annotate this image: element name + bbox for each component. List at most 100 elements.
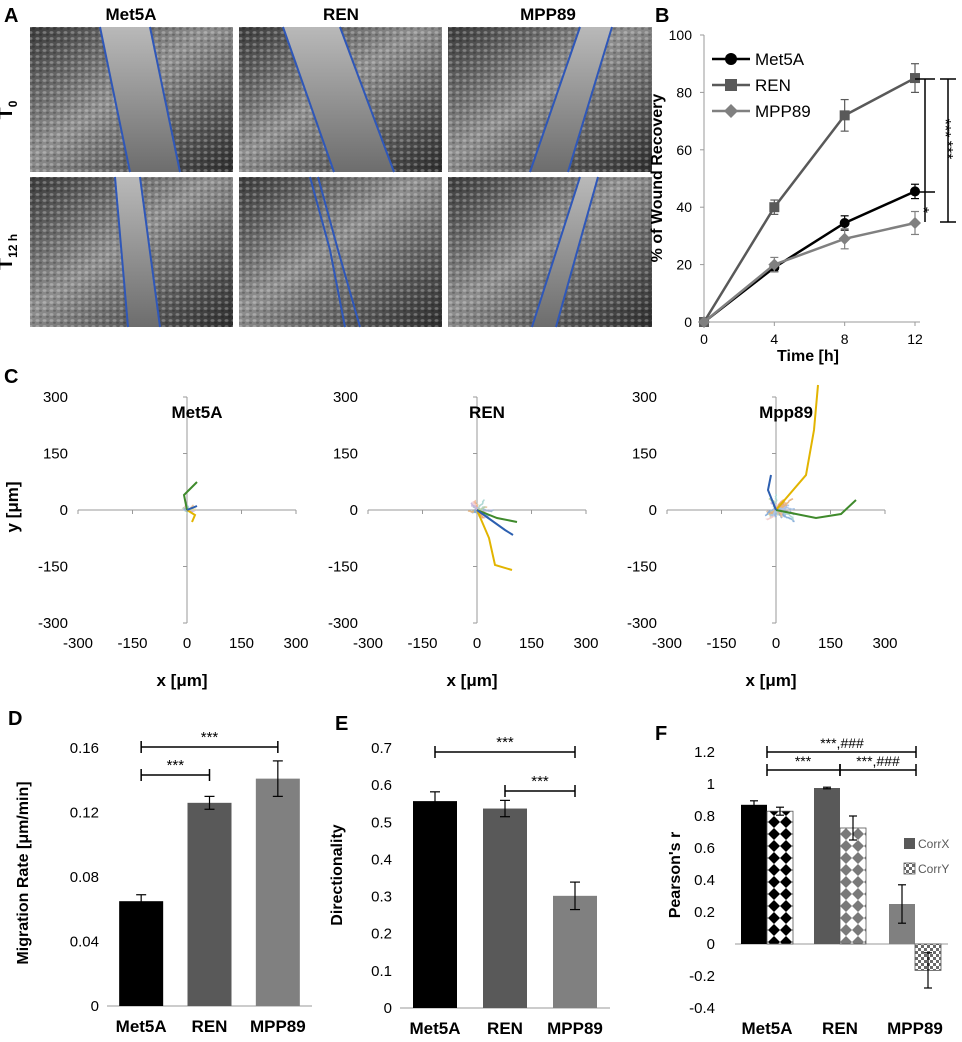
legend-square-marker bbox=[725, 79, 737, 91]
row-label-t0: T0 bbox=[0, 100, 20, 119]
data-point-mpp89 bbox=[698, 316, 710, 328]
y-tick-label: 0 bbox=[91, 998, 99, 1015]
panel-e: E Directionality 0 0.1 0.2 0.3 0.4 0.5 0.6 0.7 M… bbox=[329, 713, 610, 1038]
sig-label-b-3: * bbox=[914, 207, 931, 213]
bar-met5a-corrx bbox=[741, 804, 767, 944]
category-label: REN bbox=[487, 1019, 523, 1038]
bar-ren-corrx bbox=[814, 788, 840, 944]
panel-e-letter: E bbox=[335, 713, 348, 735]
x-tick-label: 8 bbox=[841, 331, 849, 347]
y-tick-label: 0 bbox=[384, 1000, 392, 1017]
panel-b-significance: *** *** * bbox=[914, 78, 956, 223]
panel-e-plot: 0 0.1 0.2 0.3 0.4 0.5 0.6 0.7 Met5A REN MPP89 *** **… bbox=[371, 734, 610, 1038]
panel-b-legend: Met5A REN MPP89 bbox=[712, 50, 811, 121]
sig-label: *** bbox=[201, 729, 219, 746]
micrograph-mpp89-t0 bbox=[448, 26, 652, 173]
y-tick-label: 100 bbox=[669, 27, 693, 43]
micrograph-met5a-t12h bbox=[30, 176, 233, 328]
y-tick-label: 0.08 bbox=[70, 869, 99, 886]
y-tick-label: -300 bbox=[627, 615, 657, 632]
trajectory bbox=[476, 506, 486, 512]
panel-d-ylabel: Migration Rate [μm/min] bbox=[15, 781, 32, 964]
micrograph-mpp89-t12h bbox=[448, 176, 652, 328]
category-label: MPP89 bbox=[250, 1017, 306, 1036]
y-tick-label: 0 bbox=[684, 314, 692, 330]
x-axis-label: x [μm] bbox=[156, 671, 207, 690]
bar-ren bbox=[483, 808, 527, 1008]
bar-mpp89 bbox=[255, 778, 300, 1006]
trajectory-plot-ren: 300 150 0 -150 -300 -300 -150 0 150 300 REN x [μm] bbox=[328, 389, 599, 690]
panel-b-xlabel: Time [h] bbox=[777, 348, 839, 365]
micrograph-met5a-t0 bbox=[30, 26, 233, 173]
row-label-t12h: T12 h bbox=[0, 234, 20, 270]
panel-f: F Pearson's r -0.4 -0.2 0 0.2 0.4 0.6 0.8 1 1.2 M… bbox=[655, 723, 949, 1038]
trajectory bbox=[470, 502, 478, 511]
category-label: Met5A bbox=[116, 1017, 167, 1036]
data-point-ren bbox=[839, 110, 850, 121]
y-tick-label: -300 bbox=[328, 615, 358, 632]
x-tick-label: -300 bbox=[652, 635, 682, 652]
y-tick-label: 0 bbox=[350, 502, 358, 519]
bar-ren-corry bbox=[839, 827, 867, 945]
y-tick-label: 0.12 bbox=[70, 805, 99, 822]
bar-met5a bbox=[413, 801, 457, 1008]
x-tick-label: 300 bbox=[283, 635, 308, 652]
panel-c: C y [μm] 300 150 0 -150 -300 -300 -150 0 150 300 M… bbox=[3, 366, 898, 690]
panel-b-ylabel: % of Wound Recovery bbox=[649, 94, 666, 263]
data-point-mpp89 bbox=[768, 258, 781, 271]
sig-label: *** bbox=[531, 773, 549, 790]
y-tick-label: -150 bbox=[328, 559, 358, 576]
col-label-mpp89: MPP89 bbox=[520, 5, 576, 24]
data-point-mpp89 bbox=[909, 216, 921, 229]
y-tick-label: 0.16 bbox=[70, 740, 99, 757]
y-tick-label: 0 bbox=[60, 502, 68, 519]
sig-label: ***,### bbox=[820, 735, 864, 751]
y-tick-label: 150 bbox=[43, 446, 68, 463]
y-tick-label: 0.04 bbox=[70, 934, 99, 951]
bar-met5a bbox=[119, 901, 164, 1006]
y-tick-label: 60 bbox=[676, 142, 692, 158]
y-tick-label: 0.1 bbox=[371, 963, 392, 980]
panel-c-ylabel: y [μm] bbox=[3, 481, 22, 532]
y-tick-label: 150 bbox=[632, 446, 657, 463]
panel-d-plot: 0 0.04 0.08 0.12 0.16 Met5A REN MPP89 *** *** bbox=[70, 729, 312, 1036]
trajectory-accent bbox=[775, 384, 819, 511]
trajectory bbox=[770, 509, 779, 517]
col-label-met5a: Met5A bbox=[105, 5, 156, 24]
category-label: Met5A bbox=[409, 1019, 460, 1038]
trajectory-plot-met5a: 300 150 0 -150 -300 -300 -150 0 150 300 Met5A x [μm… bbox=[38, 389, 309, 690]
y-tick-label: 20 bbox=[676, 257, 692, 273]
micrograph-ren-t0 bbox=[239, 26, 442, 173]
legend-diamond-marker bbox=[724, 104, 738, 118]
y-tick-label: 0.7 bbox=[371, 740, 392, 757]
y-tick-label: 1.2 bbox=[694, 744, 715, 761]
panel-e-ylabel: Directionality bbox=[329, 824, 346, 925]
y-tick-label: -150 bbox=[627, 559, 657, 576]
panel-b-plot bbox=[698, 63, 921, 328]
y-tick-label: 150 bbox=[333, 446, 358, 463]
x-tick-label: 0 bbox=[183, 635, 191, 652]
trajectory-accent bbox=[766, 474, 777, 511]
plot-title: REN bbox=[469, 403, 505, 422]
x-tick-label: 0 bbox=[473, 635, 481, 652]
bar-met5a-corry bbox=[766, 810, 794, 945]
series-line-met5a bbox=[703, 190, 916, 323]
data-point-ren bbox=[910, 73, 920, 84]
x-tick-label: 12 bbox=[907, 331, 923, 347]
panel-d-letter: D bbox=[8, 708, 22, 730]
legend-label-corry: CorrY bbox=[918, 862, 949, 876]
legend-circle-marker bbox=[725, 53, 737, 65]
series-line-ren bbox=[702, 76, 916, 323]
x-tick-label: 300 bbox=[872, 635, 897, 652]
y-tick-label: 0 bbox=[649, 502, 657, 519]
y-tick-label: -150 bbox=[38, 559, 68, 576]
data-point-met5a bbox=[839, 217, 850, 228]
y-tick-label: 0.8 bbox=[694, 808, 715, 825]
category-label: MPP89 bbox=[887, 1019, 943, 1038]
col-label-ren: REN bbox=[323, 5, 359, 24]
y-tick-label: 300 bbox=[43, 389, 68, 406]
panel-d: D Migration Rate [μm/min] 0 0.04 0.08 0.12 0… bbox=[8, 708, 312, 1036]
sig-label-b-2: *** bbox=[938, 141, 955, 160]
series-line-mpp89 bbox=[703, 221, 916, 323]
x-tick-label: 300 bbox=[573, 635, 598, 652]
